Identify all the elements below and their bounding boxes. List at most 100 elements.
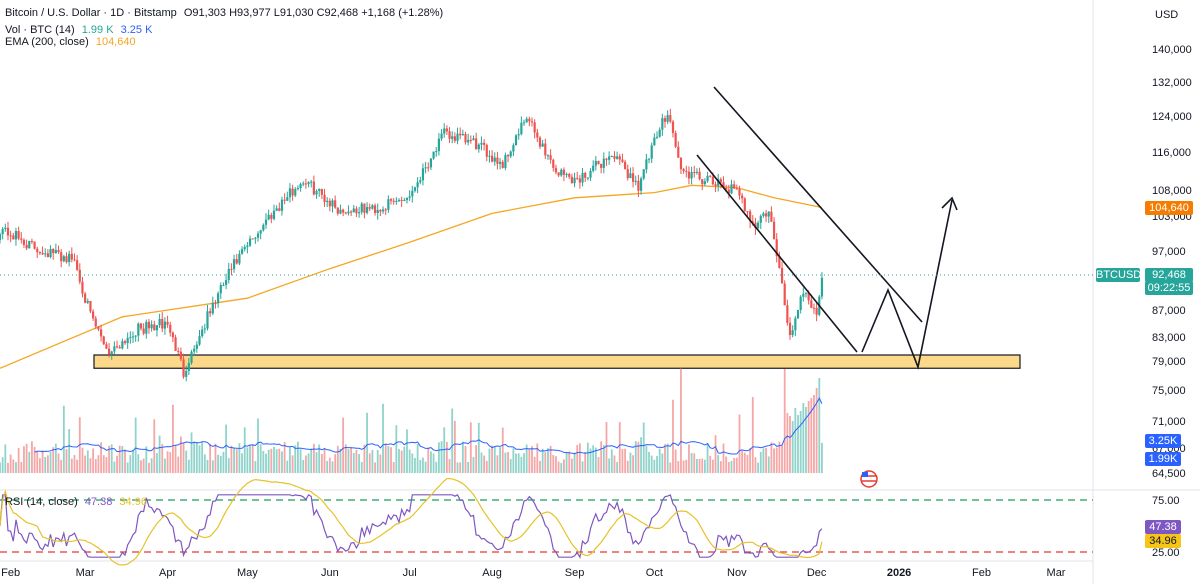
candle-body	[485, 144, 488, 157]
volume-bar	[469, 422, 472, 473]
price-tick-label: 79,000	[1152, 356, 1186, 368]
candle-body	[174, 337, 177, 351]
candle-body	[110, 351, 113, 355]
candle-body	[576, 177, 579, 179]
candle-body	[616, 156, 619, 159]
volume-bar	[629, 452, 632, 473]
volume-bar	[185, 450, 188, 473]
candle-body	[796, 309, 800, 319]
rsi-ma-badge: 34.96	[1145, 534, 1181, 548]
volume-bar	[719, 461, 722, 473]
volume-bar	[129, 455, 132, 473]
candle-body	[105, 344, 108, 349]
volume-bar	[440, 441, 443, 473]
volume-bar	[7, 462, 9, 473]
candle-body	[653, 137, 656, 146]
candle-body	[201, 329, 204, 337]
candle-body	[584, 172, 587, 178]
volume-bar	[312, 443, 315, 473]
volume-bar	[706, 442, 709, 473]
volume-bar	[118, 445, 121, 473]
candle-body	[488, 155, 491, 157]
candle-body	[815, 307, 818, 315]
volume-bar	[435, 461, 438, 473]
candle-body	[230, 268, 233, 270]
volume-bar	[331, 461, 334, 473]
volume-bar	[709, 455, 712, 473]
volume-bar	[773, 448, 775, 473]
candle-body	[413, 187, 417, 191]
time-tick-label: Feb	[1, 567, 20, 579]
volume-bar	[262, 450, 265, 473]
volume-bar	[448, 459, 451, 473]
candle-body	[107, 348, 111, 355]
volume-bar	[235, 449, 238, 473]
volume-bar	[501, 427, 504, 473]
volume-bar	[23, 446, 25, 473]
candle-body	[594, 160, 597, 166]
candle-body	[339, 209, 342, 214]
legend-ema-value: 104,640	[95, 36, 136, 48]
time-tick-label: Sep	[565, 567, 585, 579]
volume-bar	[390, 447, 392, 473]
time-tick-label: Mar	[76, 567, 95, 579]
candle-body	[334, 200, 337, 208]
candle-body	[690, 172, 693, 179]
volume-bar	[520, 456, 523, 473]
legend-vol-label: Vol · BTC (14)	[5, 24, 75, 36]
candle-body	[262, 224, 265, 231]
candle-body	[727, 189, 730, 194]
candle-body	[772, 221, 776, 240]
volume-bar	[605, 422, 608, 473]
candle-body	[525, 118, 528, 123]
volume-bar	[310, 448, 313, 473]
volume-bar	[581, 461, 584, 473]
candle-body	[546, 155, 550, 157]
candle-body	[331, 200, 334, 207]
candle-body	[169, 324, 172, 333]
time-tick-label: Jul	[403, 567, 417, 579]
candle-body	[754, 222, 757, 229]
volume-bar	[778, 441, 781, 473]
volume-bar	[227, 458, 230, 473]
candle-body	[267, 214, 270, 220]
candle-body	[751, 221, 754, 223]
volume-bar	[161, 444, 164, 473]
candle-body	[30, 240, 34, 242]
volume-bar	[17, 447, 20, 473]
candle-body	[294, 189, 297, 196]
candle-body	[131, 336, 135, 338]
candle-body	[129, 337, 132, 339]
rsi-ma-line	[0, 477, 823, 566]
volume-bar	[445, 441, 448, 473]
candle-body	[355, 208, 358, 214]
time-tick-label: 2026	[887, 567, 911, 579]
ema-price-badge: 104,640	[1145, 201, 1193, 215]
volume-bar	[342, 417, 345, 473]
volume-bar	[759, 452, 762, 473]
candle-body	[121, 341, 124, 349]
candle-body	[254, 237, 257, 239]
volume-bar	[573, 452, 576, 473]
vol-ma-badge: 3.25K	[1145, 434, 1181, 448]
candle-body	[400, 200, 403, 202]
volume-bar	[238, 443, 241, 473]
volume-bar	[31, 441, 33, 473]
candle-body	[770, 211, 773, 222]
time-tick-label: Feb	[972, 567, 991, 579]
candle-body	[115, 346, 119, 348]
candle-body	[501, 161, 504, 168]
volume-bar	[145, 446, 148, 473]
volume-bar	[33, 446, 36, 473]
volume-bar	[685, 459, 688, 473]
volume-bar	[302, 459, 305, 473]
legend-rsi-label: RSI (14, close)	[5, 496, 78, 508]
volume-bar	[368, 453, 371, 473]
candle-body	[733, 184, 736, 189]
candle-body	[17, 231, 20, 239]
volume-bar	[28, 451, 31, 473]
volume-bar	[459, 462, 462, 473]
volume-bar	[211, 460, 214, 473]
volume-bar	[257, 418, 259, 473]
